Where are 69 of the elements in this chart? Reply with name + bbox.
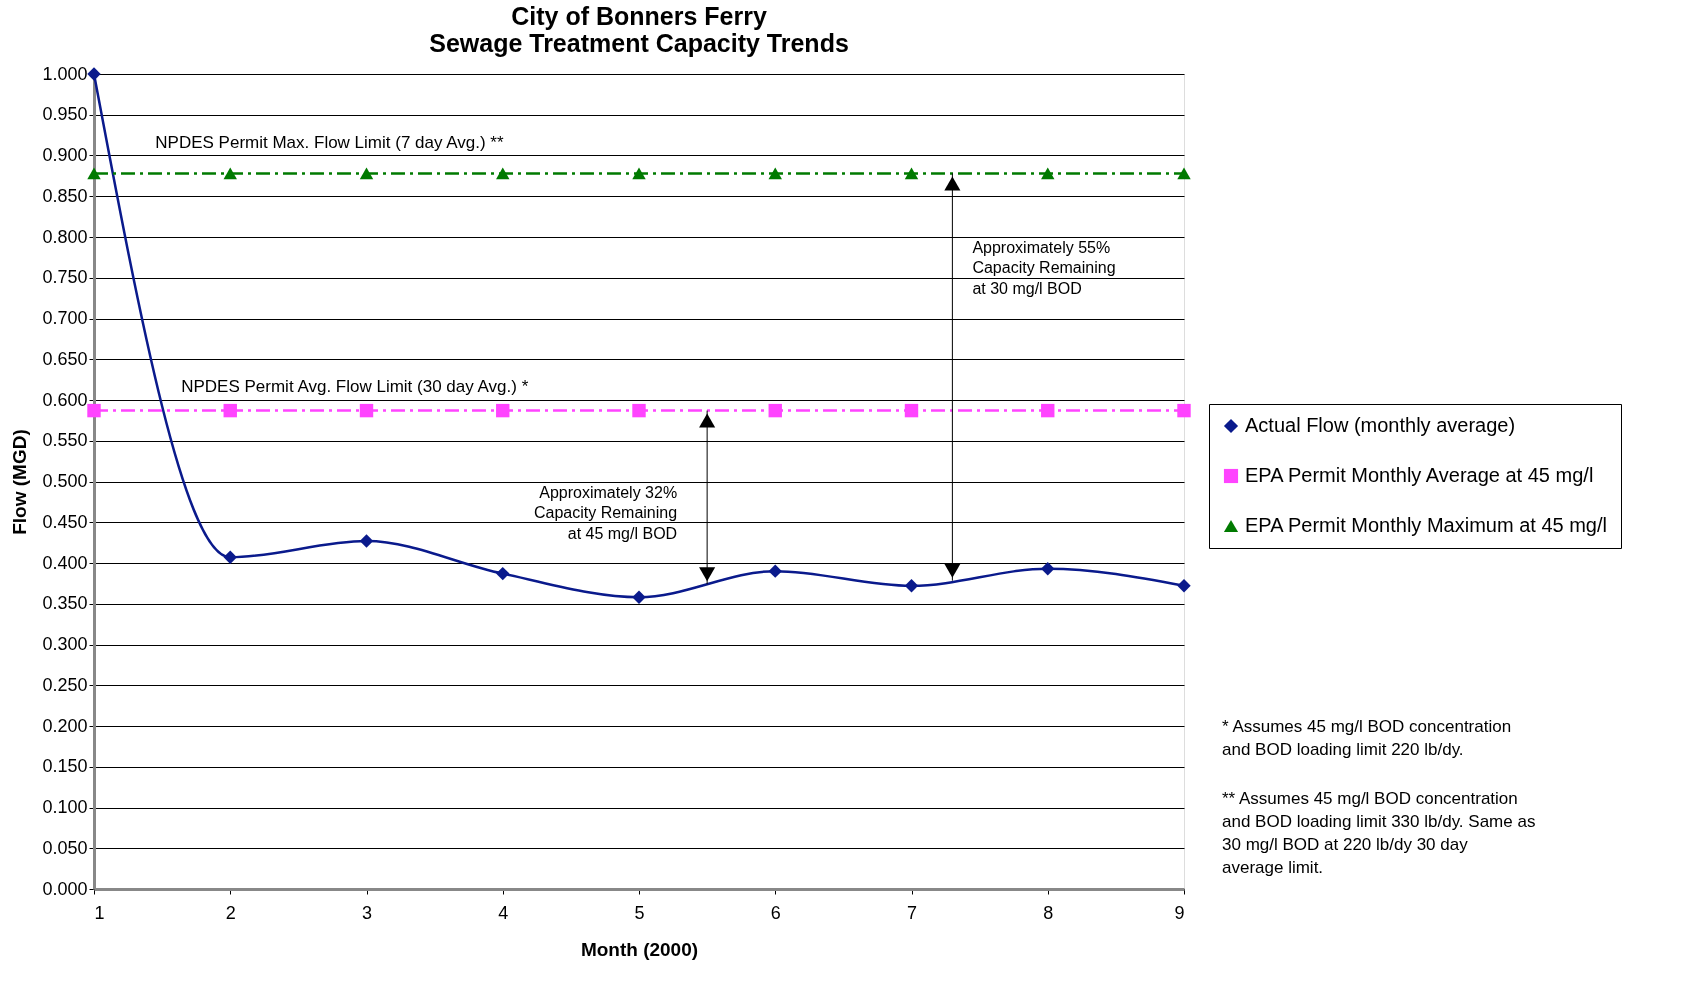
- point: [632, 167, 646, 180]
- y-tick-label: 0.950: [42, 104, 88, 125]
- text: ** Assumes 45 mg/l BOD concentration and BOD loading limit 330 lb/dy. Same as 30 mg/l BOD at 220 lb/dy 30 day average limit.: [1222, 789, 1536, 877]
- point: [632, 590, 646, 604]
- point: [359, 167, 374, 180]
- y-tick-label: 0.550: [42, 430, 88, 451]
- y-tick-label: 1.000: [42, 63, 88, 84]
- y-tick-label: 0.450: [42, 511, 88, 532]
- y-tick-label: 0.900: [42, 145, 88, 165]
- x-tick-label: 3: [361, 902, 373, 923]
- legend-label: EPA Permit Monthly Average at 45 mg/l: [1245, 464, 1594, 486]
- x-tick-label: 8: [1043, 902, 1054, 923]
- point: [768, 167, 782, 180]
- point: [223, 167, 237, 180]
- point: [223, 550, 237, 564]
- point: [496, 403, 510, 418]
- point: [1041, 403, 1055, 418]
- y-tick-label: 0.250: [42, 674, 88, 695]
- point: [904, 403, 919, 418]
- x-tick-label: 1: [94, 902, 105, 923]
- y-tick-label: 0.600: [42, 389, 88, 410]
- x-tick-label: 9: [1174, 902, 1185, 923]
- y-tick-label: 0.050: [42, 837, 88, 858]
- point: [1041, 562, 1055, 576]
- point: [87, 167, 101, 180]
- point: [223, 403, 237, 418]
- x-tick-label: 4: [498, 902, 509, 923]
- x-axis-title: Month (2000): [580, 938, 699, 960]
- point: [87, 403, 101, 418]
- y-tick-label: 0.100: [42, 797, 88, 817]
- y-tick-label: 0.700: [42, 308, 88, 328]
- y-tick-label: 0.750: [42, 267, 88, 288]
- y-tick-label: 0.200: [42, 715, 88, 736]
- legend-label: EPA Permit Monthly Maximum at 45 mg/l: [1245, 514, 1607, 536]
- annotation: Approximately 55% Capacity Remaining at 30 mg/l BOD: [972, 239, 1116, 297]
- point: [359, 534, 374, 548]
- y-tick-label: 0.850: [42, 185, 88, 206]
- y-tick-label: 0.500: [42, 471, 88, 491]
- y-tick-label: 0.400: [42, 552, 88, 573]
- point: [1177, 403, 1191, 418]
- point: [632, 403, 646, 418]
- point: [1177, 167, 1191, 180]
- point: [87, 67, 101, 81]
- y-tick-label: 0.150: [42, 756, 88, 777]
- point: [496, 566, 510, 581]
- point: [1041, 167, 1055, 180]
- annotation: NPDES Permit Avg. Flow Limit (30 day Avg.) *: [181, 377, 529, 396]
- point: [904, 167, 919, 180]
- y-axis-title: Flow (MGD): [9, 429, 31, 535]
- point: [496, 167, 510, 180]
- point: [768, 564, 782, 578]
- x-tick-label: 5: [634, 902, 645, 923]
- annotation: NPDES Permit Max. Flow Limit (7 day Avg.) **: [155, 132, 504, 152]
- y-tick-label: 0.800: [42, 226, 88, 247]
- annotation: Approximately 32% Capacity Remaining at 45 mg/l BOD: [533, 484, 678, 542]
- legend-label: Actual Flow (monthly average): [1245, 414, 1516, 436]
- x-tick-label: 6: [770, 902, 781, 923]
- x-tick-label: 2: [225, 902, 236, 923]
- point: [359, 403, 374, 418]
- y-tick-label: 0.350: [42, 593, 88, 614]
- text: * Assumes 45 mg/l BOD concentration and BOD loading limit 220 lb/dy.: [1222, 717, 1512, 759]
- y-tick-label: 0.300: [42, 634, 88, 654]
- point: [904, 579, 919, 593]
- chart-title: City of Bonners Ferry Sewage Treatment Capacity Trends: [429, 2, 849, 57]
- y-tick-label: 0.650: [42, 348, 88, 369]
- point: [1177, 579, 1191, 593]
- x-tick-label: 7: [906, 902, 918, 923]
- y-tick-label: 0.000: [42, 878, 88, 899]
- point: [768, 403, 782, 418]
